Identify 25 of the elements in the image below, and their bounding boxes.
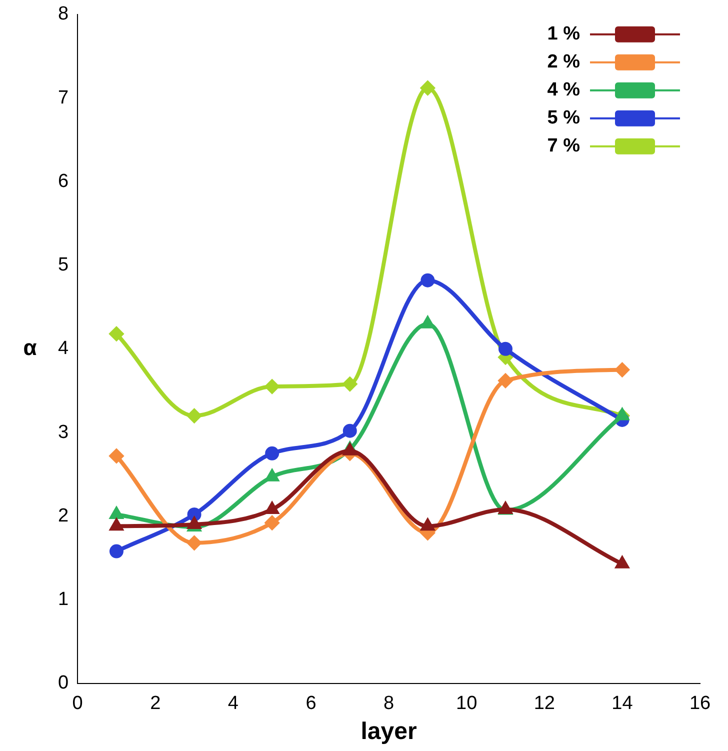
- x-axis-title: layer: [360, 718, 417, 746]
- x-tick-label: 6: [306, 693, 316, 714]
- x-tick-label: 0: [72, 693, 83, 714]
- legend-label: 1 %: [547, 24, 580, 45]
- legend-label: 5 %: [547, 108, 580, 129]
- y-tick-label: 1: [58, 589, 69, 610]
- y-tick-label: 4: [58, 338, 69, 360]
- y-tick-label: 5: [58, 254, 69, 276]
- x-tick-label: 8: [383, 693, 394, 714]
- y-tick-label: 6: [58, 170, 69, 192]
- y-tick-label: 7: [58, 87, 69, 108]
- legend-label: 4 %: [547, 80, 580, 101]
- y-axis-title: α: [23, 334, 38, 360]
- y-tick-label: 0: [58, 672, 69, 694]
- x-tick-label: 16: [689, 693, 711, 714]
- y-tick-label: 2: [58, 505, 69, 526]
- x-tick-label: 12: [534, 693, 555, 714]
- x-tick-label: 14: [612, 693, 634, 714]
- x-tick-label: 4: [228, 693, 239, 714]
- x-tick-label: 10: [456, 693, 478, 714]
- y-tick-label: 3: [58, 422, 69, 443]
- legend-label: 2 %: [547, 52, 580, 73]
- y-tick-label: 8: [58, 4, 69, 25]
- x-tick-label: 2: [150, 693, 161, 714]
- legend-label: 7 %: [547, 136, 580, 157]
